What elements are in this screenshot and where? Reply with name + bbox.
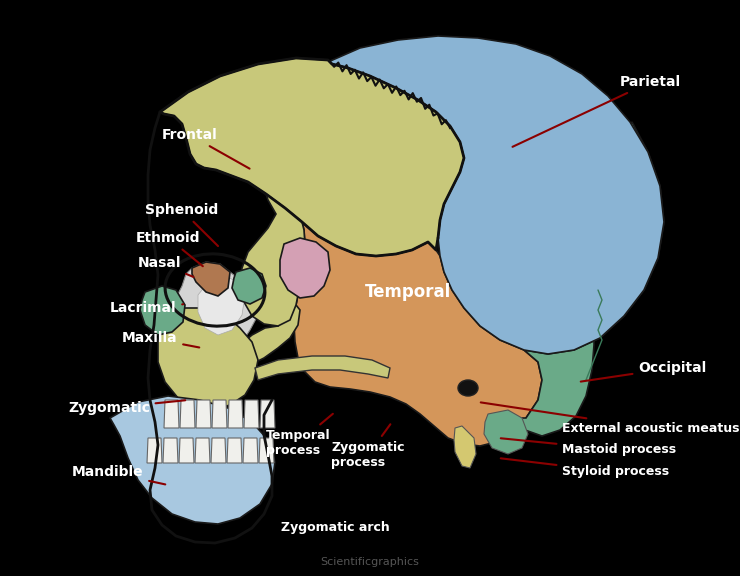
Text: Mastoid process: Mastoid process bbox=[501, 438, 676, 457]
Polygon shape bbox=[232, 268, 266, 304]
Polygon shape bbox=[110, 396, 275, 524]
Polygon shape bbox=[180, 400, 195, 428]
Ellipse shape bbox=[458, 380, 478, 396]
Text: Frontal: Frontal bbox=[162, 128, 249, 169]
Polygon shape bbox=[259, 438, 274, 463]
Polygon shape bbox=[260, 400, 275, 428]
Polygon shape bbox=[512, 122, 664, 436]
Text: Maxilla: Maxilla bbox=[122, 331, 199, 347]
Text: Lacrimal: Lacrimal bbox=[110, 301, 184, 315]
Polygon shape bbox=[192, 262, 230, 296]
Polygon shape bbox=[243, 438, 258, 463]
Polygon shape bbox=[484, 410, 528, 454]
Polygon shape bbox=[140, 286, 185, 335]
Polygon shape bbox=[202, 305, 300, 368]
Text: Zygomatic
process: Zygomatic process bbox=[332, 425, 405, 469]
Text: Parietal: Parietal bbox=[513, 75, 681, 147]
Text: External acoustic meatus: External acoustic meatus bbox=[481, 403, 739, 434]
Polygon shape bbox=[280, 238, 330, 298]
Polygon shape bbox=[170, 262, 260, 378]
Polygon shape bbox=[294, 222, 542, 446]
Text: Ethmoid: Ethmoid bbox=[136, 231, 203, 266]
Polygon shape bbox=[211, 438, 226, 463]
Polygon shape bbox=[164, 400, 179, 428]
Polygon shape bbox=[255, 356, 390, 380]
Polygon shape bbox=[244, 400, 259, 428]
Polygon shape bbox=[147, 438, 162, 463]
Polygon shape bbox=[158, 308, 258, 410]
Text: Sphenoid: Sphenoid bbox=[145, 203, 218, 246]
Text: Temporal: Temporal bbox=[365, 283, 451, 301]
Polygon shape bbox=[196, 400, 211, 428]
Polygon shape bbox=[212, 400, 227, 428]
Polygon shape bbox=[454, 426, 476, 468]
Text: Mandible: Mandible bbox=[72, 465, 165, 484]
Text: Nasal: Nasal bbox=[138, 256, 193, 277]
Text: Scientificgraphics: Scientificgraphics bbox=[320, 557, 420, 567]
Polygon shape bbox=[163, 438, 178, 463]
Polygon shape bbox=[328, 36, 664, 354]
Polygon shape bbox=[240, 194, 305, 326]
Polygon shape bbox=[179, 438, 194, 463]
Text: Zygomatic arch: Zygomatic arch bbox=[280, 521, 389, 535]
Polygon shape bbox=[198, 276, 245, 335]
Polygon shape bbox=[160, 58, 464, 256]
Text: Temporal
process: Temporal process bbox=[266, 414, 333, 457]
Text: Occipital: Occipital bbox=[581, 361, 706, 381]
Text: Styloid process: Styloid process bbox=[501, 458, 669, 479]
Polygon shape bbox=[195, 438, 210, 463]
Text: Zygomatic: Zygomatic bbox=[68, 400, 185, 415]
Polygon shape bbox=[227, 438, 242, 463]
Polygon shape bbox=[228, 400, 243, 428]
